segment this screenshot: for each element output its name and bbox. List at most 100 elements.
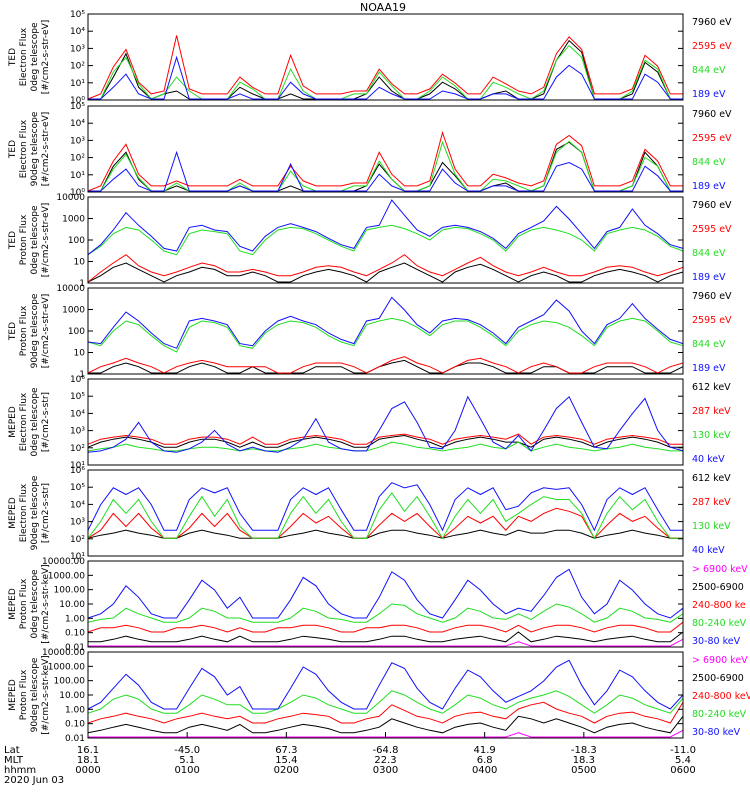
y-axis-label: Electron Flux: [19, 483, 29, 542]
series-line-2-3: [88, 140, 683, 192]
legend-entry: 844 eV: [692, 339, 726, 350]
legend-entry: 240-800 keV: [692, 691, 750, 702]
series-line-6-2: [87, 507, 683, 540]
series-line-7-4: [87, 603, 684, 623]
x-tick-label-hhmm: 0600: [670, 765, 695, 776]
y-tick-label: 10000: [56, 193, 85, 203]
legend-entry: 7960 eV: [692, 200, 732, 211]
y-tick-label: 1: [79, 370, 85, 380]
x-tick-label-lat: -64.8: [373, 745, 399, 756]
y-tick-label: 10: [74, 349, 86, 359]
series-line-3-3: [87, 224, 684, 256]
legend-entry: 130 keV: [692, 521, 731, 532]
legend-entry: 189 eV: [692, 363, 726, 374]
panel-1: 10⁰ 10¹ 10² 10³ 10⁴ 10⁵ TED Electron Flux 0deg t…: [8, 10, 732, 106]
series-line-3-2: [87, 254, 684, 283]
series-line-6-4: [87, 482, 683, 532]
y-tick-label: 10¹: [70, 552, 85, 562]
panel-frame: [87, 469, 684, 557]
y-axis-label: [#/cm2-s-str]: [41, 392, 51, 452]
y-tick-label: 10: [74, 258, 86, 268]
y-tick-label: 100.00: [54, 677, 86, 687]
series-line-6-3: [87, 492, 683, 540]
series-line-1-3: [88, 44, 683, 100]
legend-entry: 844 eV: [692, 248, 726, 259]
panel-5: 10¹ 10² 10³ 10⁴ 10⁵ 10⁶ MEPED Electron Flux 0deg…: [8, 375, 731, 471]
series-line-8-2: [87, 715, 684, 734]
series-line-8-3: [87, 701, 684, 724]
y-axis-label: 0deg telescope: [30, 205, 40, 275]
panel-7: 0.01 0.10 1.00 10.00 100.00 1000.00 10000.00 ME…: [8, 557, 748, 653]
legend-entry: 844 eV: [692, 157, 726, 168]
time-axis: Lat MLT hhmm 2020 Jun 03 16.118.10000 -45…: [4, 732, 696, 786]
y-axis-label: [#/cm2-s-str-eV]: [41, 203, 51, 278]
y-axis-label: [#/cm2-s-str-keV]: [41, 655, 51, 734]
legend-entry: 130 keV: [692, 430, 731, 441]
y-tick-label: 1000.00: [48, 571, 85, 581]
y-tick-label: 10⁶: [70, 466, 85, 476]
legend-entry: 80-240 keV: [692, 618, 747, 629]
legend-entry: 844 eV: [692, 65, 726, 76]
y-tick-label: 10¹: [70, 79, 85, 89]
legend-entry: 40 keV: [692, 545, 725, 556]
y-tick-label: 10⁴: [70, 119, 85, 129]
y-tick-label: 0.01: [65, 734, 85, 744]
series-line-4-1: [88, 359, 684, 374]
legend-entry: 2595 eV: [692, 41, 732, 52]
panel-frame: [87, 378, 684, 466]
panel-frame: [87, 287, 684, 375]
y-tick-label: 1000.00: [48, 662, 85, 672]
legend-entry: 7960 eV: [692, 109, 732, 120]
legend-entry: 2595 eV: [692, 224, 732, 235]
panel-frame: [87, 13, 684, 101]
y-tick-label: 10³: [70, 44, 85, 54]
y-tick-label: 10⁴: [70, 409, 85, 419]
y-axis-label: MEPED: [8, 406, 18, 438]
panel-frame: [87, 651, 684, 739]
x-tick-label-lat: -11.0: [670, 745, 696, 756]
series-line-8-4: [87, 690, 684, 714]
row-label-lat: Lat: [4, 745, 20, 756]
y-tick-label: 10000.00: [42, 557, 85, 567]
series-line-2-2: [87, 130, 683, 192]
y-axis-label: Electron Flux: [19, 392, 29, 451]
y-axis-label: Proton Flux: [19, 669, 29, 720]
x-tick-label-mlt: 18.3: [573, 755, 595, 766]
x-tick-label-lat: -18.3: [571, 745, 597, 756]
y-tick-label: 10²: [70, 62, 85, 72]
legend-entry: 189 eV: [692, 89, 726, 100]
x-tick-label-hhmm: 0200: [274, 765, 299, 776]
y-tick-label: 10⁰: [70, 96, 85, 106]
y-tick-label: 10³: [70, 136, 85, 146]
y-tick-label: 0.01: [65, 643, 85, 653]
y-axis-label: [#/cm2-s-str]: [41, 483, 51, 543]
y-tick-label: 0.10: [65, 720, 85, 730]
legend-entry: 2595 eV: [692, 315, 732, 326]
legend-entry: 2500-6900: [692, 582, 744, 593]
series-line-1-4: [88, 55, 683, 100]
y-axis-label: 90deg telescope: [30, 657, 40, 732]
y-tick-label: 10³: [70, 518, 85, 528]
y-tick-label: 100: [68, 327, 85, 337]
series-line-1-2: [87, 35, 683, 100]
legend-entry: 40 keV: [692, 454, 725, 465]
y-tick-label: 10²: [70, 154, 85, 164]
y-tick-label: 10⁴: [70, 27, 85, 37]
y-tick-label: 10³: [70, 427, 85, 437]
y-axis-label: 90deg telescope: [30, 111, 40, 186]
y-axis-label: Proton Flux: [19, 578, 29, 629]
panel-2: 10⁰ 10¹ 10² 10³ 10⁴ 10⁵ TED Electron Flux 90deg …: [8, 102, 732, 198]
legend-entry: > 6900 keV: [692, 564, 748, 575]
x-tick-label-mlt: 5.1: [179, 755, 195, 766]
legend-entry: 2595 eV: [692, 133, 732, 144]
series-line-1-1: [88, 39, 683, 100]
series-line-2-4: [88, 150, 683, 192]
series-line-3-4: [87, 199, 684, 256]
y-tick-label: 0.10: [65, 629, 85, 639]
legend-entry: 612 keV: [692, 382, 731, 393]
legend-entry: 7960 eV: [692, 17, 732, 28]
x-tick-label-mlt: 15.4: [275, 755, 297, 766]
row-label-hhmm: hhmm: [4, 765, 36, 776]
